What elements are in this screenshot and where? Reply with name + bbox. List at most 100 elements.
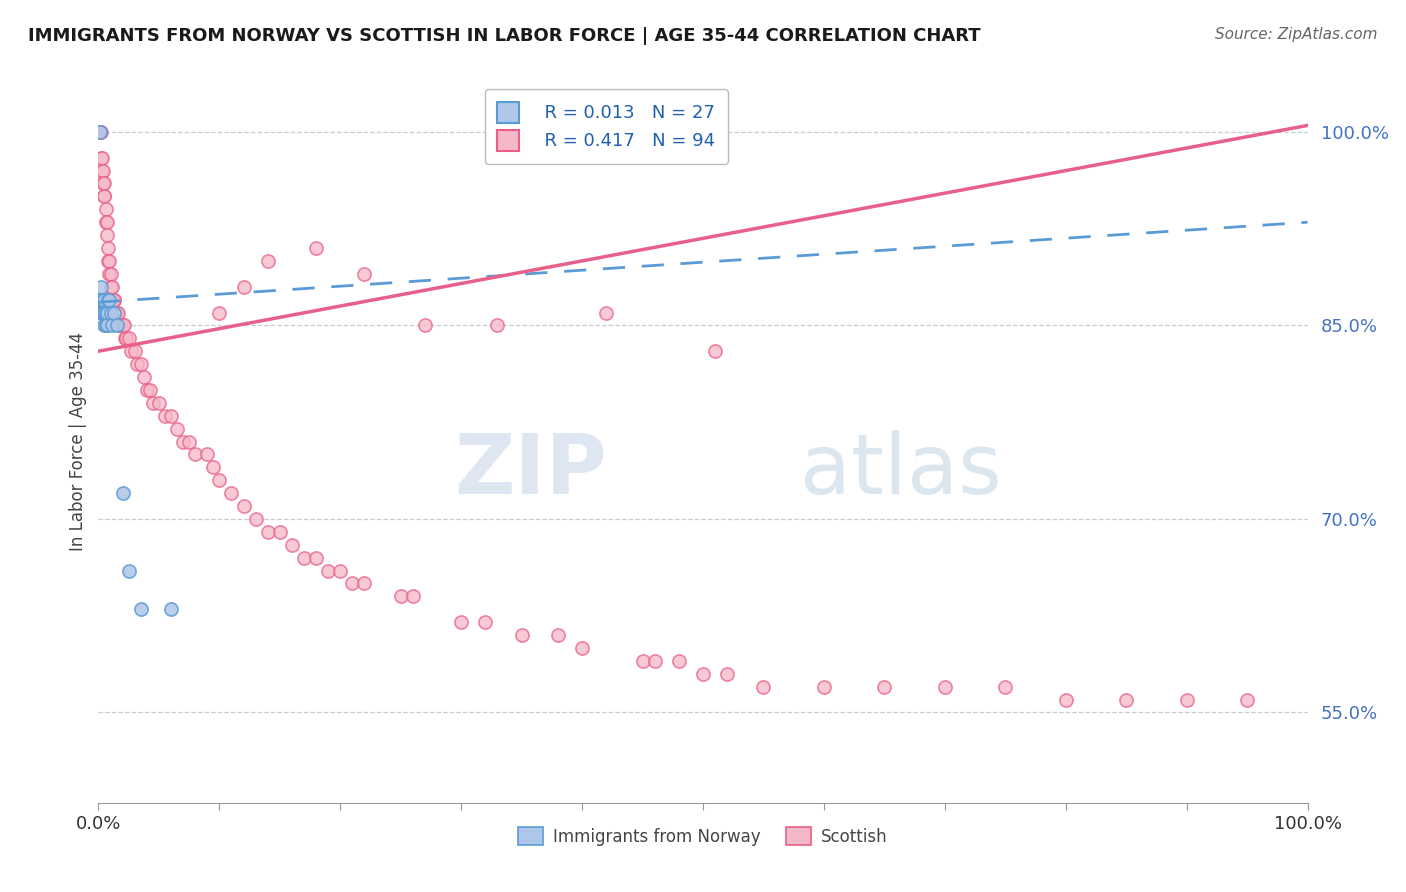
Point	[120, 344, 142, 359]
Point	[91, 163, 114, 178]
Point	[256, 253, 278, 268]
Point	[644, 654, 666, 668]
Point	[305, 550, 328, 565]
Point	[100, 305, 122, 319]
Point	[208, 305, 231, 319]
Point	[93, 305, 115, 319]
Point	[172, 434, 194, 449]
Point	[129, 602, 152, 616]
Point	[994, 680, 1017, 694]
Point	[329, 564, 352, 578]
Point	[108, 318, 131, 333]
Point	[89, 125, 111, 139]
Text: ZIP: ZIP	[454, 430, 606, 511]
Point	[547, 628, 569, 642]
Point	[94, 202, 117, 217]
Point	[93, 318, 115, 333]
Point	[94, 318, 117, 333]
Point	[91, 293, 114, 307]
Point	[105, 318, 128, 333]
Point	[98, 267, 121, 281]
Point	[124, 344, 146, 359]
Point	[112, 318, 135, 333]
Point	[94, 215, 117, 229]
Point	[115, 331, 138, 345]
Point	[813, 680, 835, 694]
Point	[96, 228, 118, 243]
Point	[91, 305, 114, 319]
Point	[93, 189, 115, 203]
Point	[91, 305, 114, 319]
Point	[93, 189, 115, 203]
Point	[139, 383, 162, 397]
Point	[232, 279, 254, 293]
Point	[292, 550, 315, 565]
Point	[91, 177, 114, 191]
Point	[179, 434, 201, 449]
Point	[97, 293, 120, 307]
Point	[97, 241, 120, 255]
Point	[353, 267, 375, 281]
Point	[474, 615, 496, 630]
Point	[389, 590, 412, 604]
Point	[668, 654, 690, 668]
Point	[1236, 692, 1258, 706]
Point	[111, 486, 134, 500]
Point	[90, 293, 112, 307]
Point	[316, 564, 339, 578]
Point	[93, 177, 115, 191]
Point	[692, 666, 714, 681]
Point	[305, 241, 328, 255]
Point	[100, 279, 122, 293]
Point	[1054, 692, 1077, 706]
Point	[96, 318, 118, 333]
Y-axis label: In Labor Force | Age 35-44: In Labor Force | Age 35-44	[69, 332, 87, 551]
Text: atlas: atlas	[800, 430, 1001, 511]
Point	[716, 666, 738, 681]
Point	[101, 293, 124, 307]
Text: IMMIGRANTS FROM NORWAY VS SCOTTISH IN LABOR FORCE | AGE 35-44 CORRELATION CHART: IMMIGRANTS FROM NORWAY VS SCOTTISH IN LA…	[28, 27, 981, 45]
Point	[160, 602, 183, 616]
Point	[134, 370, 156, 384]
Point	[104, 305, 127, 319]
Point	[342, 576, 364, 591]
Point	[90, 279, 112, 293]
Point	[100, 267, 122, 281]
Point	[153, 409, 176, 423]
Point	[269, 524, 291, 539]
Text: Source: ZipAtlas.com: Source: ZipAtlas.com	[1215, 27, 1378, 42]
Point	[103, 305, 125, 319]
Point	[202, 460, 225, 475]
Legend: Immigrants from Norway, Scottish: Immigrants from Norway, Scottish	[512, 821, 894, 852]
Point	[90, 125, 112, 139]
Point	[105, 305, 128, 319]
Point	[100, 279, 122, 293]
Point	[93, 305, 115, 319]
Point	[97, 253, 120, 268]
Point	[91, 305, 114, 319]
Point	[91, 305, 114, 319]
Point	[135, 383, 157, 397]
Point	[108, 318, 131, 333]
Point	[91, 305, 114, 319]
Point	[450, 615, 472, 630]
Point	[232, 499, 254, 513]
Point	[96, 215, 118, 229]
Point	[118, 331, 141, 345]
Point	[127, 357, 149, 371]
Point	[245, 512, 267, 526]
Point	[486, 318, 509, 333]
Point	[103, 293, 125, 307]
Point	[98, 293, 121, 307]
Point	[510, 628, 533, 642]
Point	[89, 125, 111, 139]
Point	[208, 473, 231, 487]
Point	[91, 151, 114, 165]
Point	[353, 576, 375, 591]
Point	[94, 305, 117, 319]
Point	[111, 318, 134, 333]
Point	[107, 305, 129, 319]
Point	[1175, 692, 1198, 706]
Point	[93, 293, 115, 307]
Point	[752, 680, 775, 694]
